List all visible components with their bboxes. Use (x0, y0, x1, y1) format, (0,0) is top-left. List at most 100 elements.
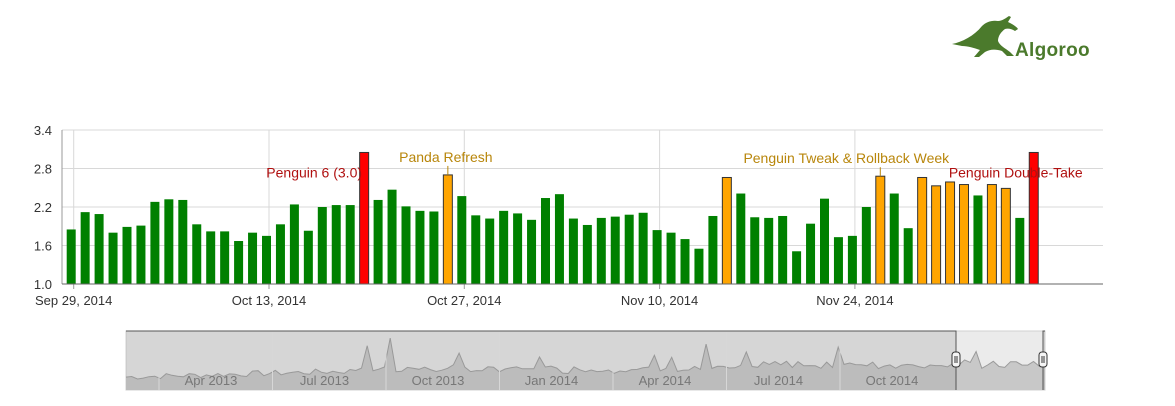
bar (108, 232, 118, 284)
bar (931, 185, 942, 285)
bar (248, 232, 258, 284)
x-tick-label: Oct 27, 2014 (427, 293, 501, 308)
bar (66, 229, 76, 284)
bar (582, 224, 592, 284)
bar (220, 231, 230, 284)
navigator-handle[interactable] (1038, 351, 1048, 368)
bar (1015, 217, 1025, 284)
x-tick-label: Nov 24, 2014 (816, 293, 893, 308)
navigator-label: Apr 2013 (185, 373, 238, 388)
bar (289, 204, 299, 284)
y-tick-label: 1.6 (34, 239, 52, 254)
bar (262, 235, 271, 284)
bar (721, 176, 732, 285)
navigator-label: Oct 2013 (412, 373, 465, 388)
bar (1000, 187, 1011, 285)
bar (680, 239, 690, 284)
bar (750, 217, 760, 284)
bar (889, 193, 899, 284)
bar (973, 195, 983, 284)
bar (122, 226, 132, 284)
bar (847, 235, 857, 284)
bar (554, 194, 564, 284)
bar (986, 184, 997, 285)
annotations: Penguin 6 (3.0) Panda Refresh Penguin Twea… (266, 149, 1083, 181)
bar (415, 210, 425, 284)
annotation-label: Penguin Double-Take (949, 164, 1083, 180)
bar (457, 196, 467, 284)
x-tick-label: Nov 10, 2014 (621, 293, 698, 308)
bar (610, 216, 620, 284)
bar (820, 198, 829, 284)
navigator-selection-outline (126, 330, 1045, 390)
bar (471, 215, 481, 284)
bars (66, 151, 1039, 285)
x-tick-label: Sep 29, 2014 (35, 293, 112, 308)
bar (373, 199, 383, 284)
bar (164, 199, 174, 284)
bar (736, 193, 746, 284)
bar (94, 214, 104, 284)
bar (513, 213, 523, 284)
bar (499, 210, 509, 284)
navigator-mask (126, 331, 956, 390)
bar (275, 224, 285, 284)
bar (764, 217, 774, 284)
bar (917, 176, 928, 285)
bar (694, 248, 704, 284)
y-tick-label: 1.0 (34, 277, 52, 292)
annotation-label: Penguin Tweak & Rollback Week (743, 150, 950, 166)
bar (666, 232, 676, 284)
bar (485, 218, 495, 284)
navigator-label: Jan 2014 (525, 373, 579, 388)
bar (150, 201, 160, 284)
navigator-label: Jul 2013 (300, 373, 349, 388)
bar (903, 228, 913, 284)
navigator-handle[interactable] (951, 351, 961, 368)
bar (596, 217, 606, 284)
navigator-label: Jul 2014 (754, 373, 803, 388)
bar (387, 189, 397, 284)
annotation-label: Penguin 6 (3.0) (266, 164, 362, 180)
bar (192, 224, 202, 284)
bar (959, 184, 969, 285)
y-tick-label: 2.2 (34, 200, 52, 215)
y-tick-label: 3.4 (34, 123, 52, 138)
bar (234, 241, 244, 284)
bar (429, 211, 439, 284)
bar (527, 219, 537, 284)
bar (80, 212, 90, 284)
bar (624, 214, 634, 284)
bar (568, 218, 578, 284)
bar (303, 230, 313, 284)
axes: 1.0 1.6 2.2 2.8 3.4 Sep 29, 2014 Oct 13, 2014 O… (34, 123, 1103, 308)
bar (708, 215, 718, 284)
kangaroo-icon (952, 16, 1018, 57)
bar (345, 205, 355, 284)
navigator-area (126, 338, 1045, 390)
bar (541, 198, 550, 284)
navigator-label: Oct 2014 (866, 373, 919, 388)
bar (317, 207, 327, 284)
bar (331, 205, 341, 284)
bar (638, 212, 648, 284)
bar (401, 206, 411, 284)
bar (945, 181, 956, 285)
bar (778, 215, 788, 284)
y-tick-label: 2.8 (34, 162, 52, 177)
annotation-label: Panda Refresh (399, 149, 492, 165)
brand-name: Algoroo (1015, 40, 1090, 61)
x-tick-label: Oct 13, 2014 (232, 293, 306, 308)
navigator-line (125, 338, 1046, 380)
navigator[interactable]: Apr 2013 Jul 2013 Oct 2013 Jan 2014 Apr 2014… (125, 330, 1048, 391)
bar (875, 175, 886, 285)
bar (861, 207, 871, 284)
bar (833, 237, 843, 284)
bar (136, 225, 146, 284)
bar (206, 231, 216, 284)
bar (806, 223, 816, 284)
navigator-label: Apr 2014 (639, 373, 692, 388)
bar (178, 199, 188, 284)
bar (442, 174, 453, 285)
